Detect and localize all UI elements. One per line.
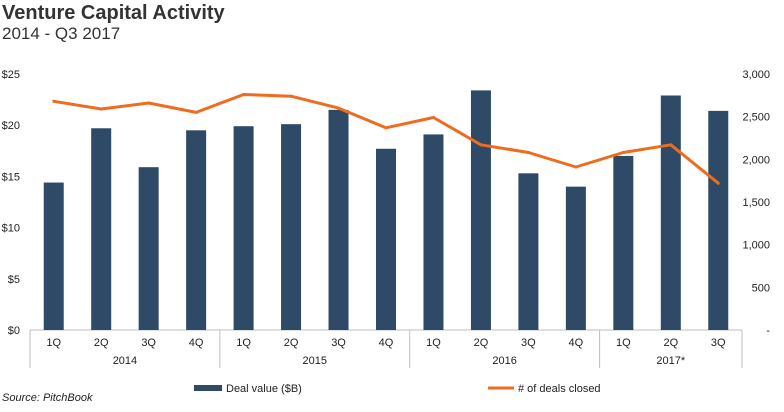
bar	[613, 155, 634, 330]
x-tick-label: 3Q	[521, 337, 536, 349]
deals-point	[194, 110, 198, 114]
legend-bar-swatch	[194, 385, 222, 391]
bar	[518, 173, 539, 330]
deals-point	[669, 143, 673, 147]
bar	[660, 95, 681, 330]
legend-line-label: # of deals closed	[518, 383, 601, 395]
x-tick-label: 2Q	[94, 337, 109, 349]
bar	[186, 130, 207, 330]
left-axis-tick-label: $0	[8, 325, 20, 337]
deals-point	[52, 99, 56, 103]
deals-point	[526, 151, 530, 155]
x-tick-label: 4Q	[189, 337, 204, 349]
right-axis-tick-label: 2,500	[742, 112, 770, 124]
bar	[281, 124, 302, 331]
left-axis-tick-label: $15	[2, 171, 20, 183]
right-axis-tick-label: 1,000	[742, 240, 770, 252]
deals-point	[384, 126, 388, 130]
right-axis-tick-label: 500	[752, 282, 770, 294]
x-tick-label: 3Q	[711, 337, 726, 349]
x-tick-label: 2Q	[663, 337, 678, 349]
chart-subtitle: 2014 - Q3 2017	[2, 24, 121, 43]
bar	[376, 148, 396, 330]
right-axis-tick-label: 3,000	[742, 69, 770, 81]
x-tick-label: 1Q	[46, 337, 61, 349]
deals-point	[242, 92, 246, 96]
left-axis-tick-label: $5	[8, 274, 20, 286]
bar	[708, 110, 729, 330]
year-group-label: 2014	[113, 355, 137, 367]
deals-point	[337, 106, 341, 110]
deals-point	[621, 151, 625, 155]
bar	[138, 167, 159, 330]
deals-point	[716, 181, 720, 185]
x-tick-label: 2Q	[474, 337, 489, 349]
x-tick-label: 1Q	[426, 337, 441, 349]
x-tick-label: 1Q	[236, 337, 251, 349]
bar	[91, 128, 112, 330]
x-tick-label: 1Q	[616, 337, 631, 349]
legend-bar-label: Deal value ($B)	[226, 383, 302, 395]
x-tick-label: 4Q	[569, 337, 584, 349]
source-note: Source: PitchBook	[2, 392, 93, 404]
year-group-label: 2015	[303, 355, 327, 367]
right-axis-tick-label: 2,000	[742, 154, 770, 166]
bar	[43, 182, 64, 330]
bar	[328, 109, 349, 330]
deals-point	[289, 94, 293, 98]
deals-point	[574, 165, 578, 169]
deals-point	[147, 101, 151, 105]
deals-point	[431, 116, 435, 120]
bar	[565, 186, 586, 330]
right-axis-tick-label: 1,500	[742, 197, 770, 209]
left-axis-tick-label: $10	[2, 223, 20, 235]
left-axis-tick-label: $25	[2, 69, 20, 81]
deals-point	[479, 143, 483, 147]
x-tick-label: 2Q	[284, 337, 299, 349]
left-axis-tick-label: $20	[2, 120, 20, 132]
x-tick-label: 3Q	[331, 337, 346, 349]
year-group-label: 2017*	[656, 355, 685, 367]
deals-point	[99, 107, 103, 111]
bar	[470, 90, 491, 330]
x-tick-label: 4Q	[379, 337, 394, 349]
bar	[423, 134, 444, 330]
right-axis-tick-label: -	[766, 325, 770, 337]
x-tick-label: 3Q	[141, 337, 156, 349]
chart-title: Venture Capital Activity	[2, 2, 225, 24]
year-group-label: 2016	[492, 355, 516, 367]
bar	[233, 126, 254, 330]
